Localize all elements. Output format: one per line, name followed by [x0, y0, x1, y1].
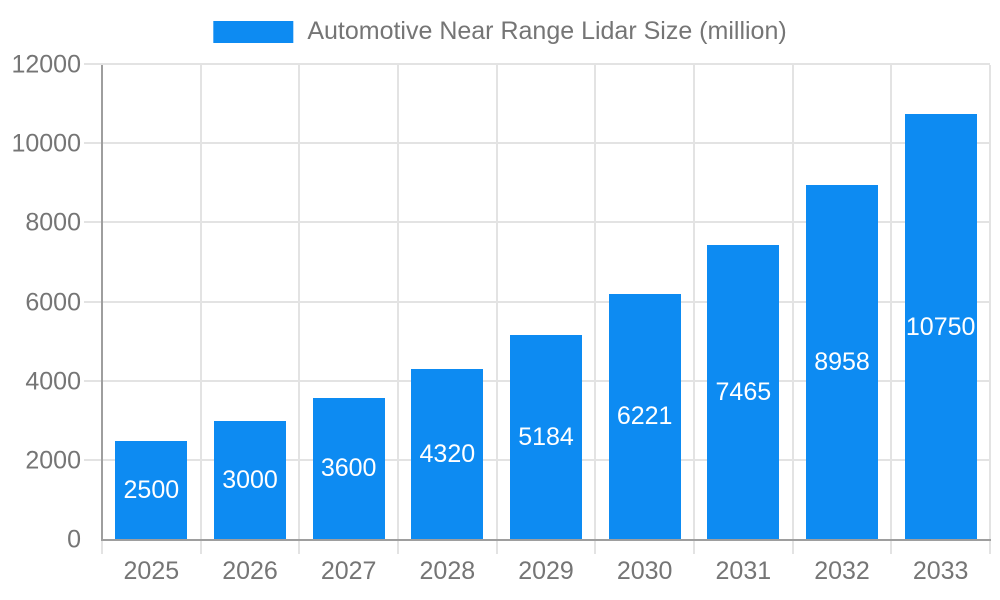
bar: 2500	[115, 441, 188, 540]
bar-value-label: 6221	[616, 402, 673, 431]
h-gridline	[84, 142, 990, 145]
bar: 7465	[707, 244, 780, 540]
v-gridline	[199, 65, 202, 554]
bar: 8958	[806, 185, 878, 540]
x-axis-line	[101, 539, 991, 541]
bar: 5184	[510, 334, 582, 540]
bar-value-label: 3000	[222, 466, 278, 495]
bar-value-label: 5184	[518, 422, 574, 451]
y-axis-line	[101, 65, 103, 540]
v-gridline	[989, 65, 991, 554]
legend-label: Automotive Near Range Lidar Size (millio…	[307, 17, 787, 45]
v-gridline	[298, 65, 301, 554]
x-axis-tick-label: 2030	[616, 557, 673, 585]
y-axis-tick-label: 8000	[25, 208, 81, 237]
h-gridline	[84, 221, 990, 224]
x-axis-tick-label: 2025	[123, 557, 180, 585]
v-gridline	[594, 65, 597, 554]
v-gridline	[890, 65, 893, 554]
bar-value-label: 10750	[905, 312, 976, 341]
y-axis-tick-label: 2000	[25, 446, 81, 475]
legend-swatch-icon	[213, 20, 294, 43]
bar: 4320	[411, 369, 484, 540]
bar-value-label: 7465	[715, 377, 772, 406]
y-axis-tick-label: 12000	[11, 50, 81, 79]
x-axis-tick-label: 2029	[518, 557, 574, 585]
x-axis-tick-label: 2032	[814, 557, 870, 585]
plot-area: 2500 3000 3600 4320 5184 6221 7465 8958 10750	[84, 63, 991, 554]
x-axis-tick-label: 2033	[912, 557, 969, 585]
x-axis-tick-label: 2028	[419, 557, 476, 585]
x-axis-tick-label: 2026	[222, 557, 278, 585]
bar-value-label: 8958	[814, 348, 870, 377]
x-axis-tick-label: 2027	[320, 557, 377, 585]
h-gridline	[84, 63, 990, 65]
y-axis-tick-label: 0	[67, 525, 81, 554]
bar: 6221	[608, 293, 681, 540]
bar: 10750	[904, 114, 977, 540]
v-gridline	[397, 65, 399, 554]
chart-legend[interactable]: Automotive Near Range Lidar Size (millio…	[213, 17, 787, 46]
y-axis-tick-label: 4000	[25, 367, 81, 396]
bar-value-label: 2500	[123, 476, 180, 505]
bar: 3600	[312, 397, 385, 540]
v-gridline	[693, 65, 695, 554]
bar: 3000	[214, 421, 286, 540]
h-gridline	[84, 300, 990, 303]
bar-value-label: 3600	[320, 454, 377, 483]
v-gridline	[495, 65, 498, 554]
y-axis-tick-label: 6000	[25, 288, 81, 316]
y-axis-tick-label: 10000	[11, 129, 81, 158]
bar-value-label: 4320	[419, 440, 476, 468]
v-gridline	[791, 65, 794, 554]
x-axis-tick-label: 2031	[715, 557, 772, 585]
